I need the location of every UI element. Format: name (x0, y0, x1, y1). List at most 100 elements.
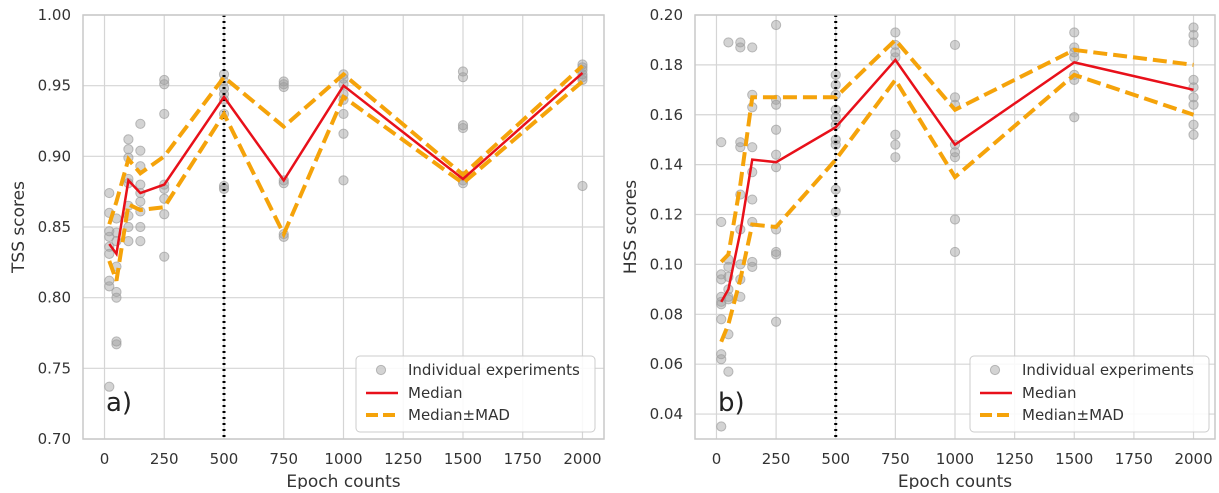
data-point (1069, 52, 1080, 63)
y-tick-label: 0.80 (38, 289, 71, 307)
y-tick-label: 0.18 (650, 56, 683, 74)
data-point (747, 261, 758, 273)
legend-marker-individual (375, 364, 387, 376)
x-tick-label: 1250 (996, 450, 1034, 468)
data-point (111, 286, 122, 298)
data-point (747, 194, 758, 205)
y-tick-label: 0.04 (650, 405, 683, 423)
data-point (1188, 82, 1199, 93)
median-line (720, 57, 1194, 303)
legend-label-mad: Median±MAD (408, 406, 510, 424)
data-point (949, 92, 961, 103)
data-point (890, 152, 901, 163)
data-point (457, 120, 469, 131)
x-tick-label: 1750 (1115, 450, 1153, 468)
data-point (830, 139, 841, 150)
y-axis-label: TSS scores (9, 181, 29, 274)
x-tick-label: 1000 (936, 450, 974, 468)
data-point (218, 183, 230, 194)
median-line (108, 72, 584, 258)
y-tick-label: 1.00 (38, 6, 71, 24)
data-point (457, 72, 469, 83)
data-point (771, 246, 782, 258)
data-point (771, 19, 782, 31)
panel-a: 0 250 500 750 1000 1250 1500 1750 2000 0.70 0.75 0.… (9, 6, 605, 492)
data-point (1188, 37, 1199, 48)
y-tick-label: 0.08 (650, 305, 683, 323)
legend-label-median: Median (408, 384, 463, 402)
data-point (771, 149, 782, 160)
data-point (890, 129, 901, 140)
data-point (111, 292, 122, 303)
y-tick-label: 0.95 (38, 77, 71, 95)
data-point (123, 134, 134, 145)
y-tick-label: 0.90 (38, 147, 71, 165)
data-point (723, 366, 734, 377)
data-point (135, 179, 146, 190)
x-tick-label: 2000 (1174, 450, 1212, 468)
median-plus-mad-line (719, 37, 1194, 264)
legend-box (355, 355, 596, 433)
x-tick-label: 1000 (324, 450, 362, 468)
y-tick-label: 0.16 (650, 106, 683, 124)
data-point (135, 236, 146, 247)
data-point (771, 249, 782, 260)
x-tick-label: 0 (100, 450, 110, 468)
data-point (135, 221, 146, 233)
data-point (278, 79, 289, 90)
data-point (1188, 22, 1199, 33)
data-point (716, 314, 727, 325)
data-point (1188, 99, 1199, 110)
y-tick-label: 0.12 (650, 206, 683, 224)
data-point (735, 142, 746, 153)
median-minus-mad-line (107, 79, 584, 282)
data-point (278, 81, 289, 93)
data-point (111, 336, 122, 347)
data-point (1069, 27, 1080, 38)
data-point (104, 381, 115, 392)
x-tick-label: 500 (821, 450, 850, 468)
median-minus-mad-line (719, 72, 1195, 343)
data-point (949, 246, 961, 258)
x-axis-label: Epoch counts (898, 472, 1012, 489)
data-point (111, 339, 122, 350)
median-plus-mad-line (107, 64, 584, 225)
data-point (457, 66, 469, 77)
y-tick-label: 0.20 (650, 6, 683, 24)
legend-label-individual: Individual experiments (408, 361, 580, 379)
data-point (159, 108, 170, 120)
data-point (716, 216, 727, 228)
data-point (104, 281, 115, 292)
data-point (723, 37, 734, 48)
y-tick-label: 0.85 (38, 218, 71, 236)
data-point (338, 128, 349, 139)
y-tick-label: 0.70 (38, 430, 71, 448)
data-point (104, 248, 115, 259)
data-point (577, 180, 588, 192)
data-point (338, 175, 349, 186)
data-point (1188, 92, 1199, 103)
legend-label-median: Median (1022, 384, 1077, 402)
legend-label-individual: Individual experiments (1022, 361, 1194, 379)
y-axis-label: HSS scores (621, 180, 641, 274)
data-point (771, 124, 782, 135)
x-tick-label: 1250 (384, 450, 422, 468)
data-point (716, 421, 727, 432)
data-point (1188, 29, 1199, 41)
data-point (747, 142, 758, 153)
individual-points (104, 59, 588, 392)
x-tick-label: 1500 (444, 450, 482, 468)
grid (83, 14, 604, 440)
legend-marker-individual (989, 364, 1001, 376)
data-point (1188, 119, 1199, 130)
data-point (1188, 74, 1199, 85)
data-point (890, 139, 901, 150)
legend-box (969, 355, 1210, 433)
y-tick-label: 0.10 (650, 255, 683, 273)
data-point (716, 354, 727, 365)
panel-letter: b) (718, 388, 745, 418)
x-tick-label: 250 (150, 450, 179, 468)
data-point (278, 76, 289, 87)
